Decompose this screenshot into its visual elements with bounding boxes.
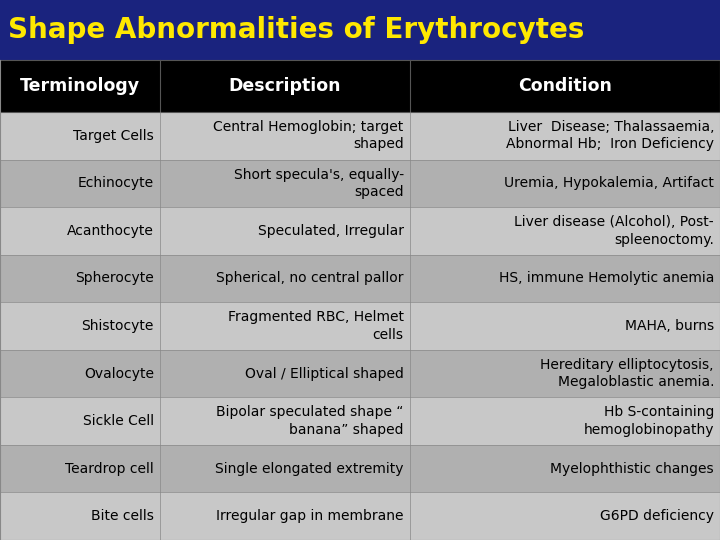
Text: Teardrop cell: Teardrop cell — [65, 462, 154, 476]
Bar — [0, 207, 160, 255]
Text: Liver  Disease; Thalassaemia,
Abnormal Hb;  Iron Deficiency: Liver Disease; Thalassaemia, Abnormal Hb… — [506, 120, 714, 151]
Text: HS, immune Hemolytic anemia: HS, immune Hemolytic anemia — [499, 272, 714, 286]
Bar — [160, 492, 410, 540]
Bar — [0, 445, 160, 492]
Bar — [0, 302, 160, 350]
Bar — [0, 255, 160, 302]
Text: Spherocyte: Spherocyte — [75, 272, 154, 286]
Text: Acanthocyte: Acanthocyte — [67, 224, 154, 238]
Bar — [410, 255, 720, 302]
Bar — [410, 60, 720, 112]
Bar — [160, 397, 410, 445]
Text: Echinocyte: Echinocyte — [78, 177, 154, 190]
Text: Description: Description — [228, 77, 341, 95]
Text: Shape Abnormalities of Erythrocytes: Shape Abnormalities of Erythrocytes — [8, 16, 585, 44]
Bar — [160, 350, 410, 397]
Bar — [410, 350, 720, 397]
Text: Ovalocyte: Ovalocyte — [84, 367, 154, 381]
Text: Condition: Condition — [518, 77, 612, 95]
Bar — [160, 445, 410, 492]
Bar — [160, 302, 410, 350]
Text: Terminology: Terminology — [20, 77, 140, 95]
Text: Bipolar speculated shape “
banana” shaped: Bipolar speculated shape “ banana” shape… — [216, 406, 404, 437]
Bar — [410, 302, 720, 350]
Bar — [0, 0, 720, 60]
Text: Uremia, Hypokalemia, Artifact: Uremia, Hypokalemia, Artifact — [504, 177, 714, 190]
Bar — [0, 492, 160, 540]
Bar — [160, 112, 410, 159]
Text: Oval / Elliptical shaped: Oval / Elliptical shaped — [245, 367, 404, 381]
Bar — [410, 445, 720, 492]
Bar — [410, 397, 720, 445]
Bar — [160, 60, 410, 112]
Bar — [160, 207, 410, 255]
Bar — [160, 159, 410, 207]
Bar — [0, 397, 160, 445]
Bar — [410, 112, 720, 159]
Bar — [0, 159, 160, 207]
Text: Bite cells: Bite cells — [91, 509, 154, 523]
Text: Sickle Cell: Sickle Cell — [83, 414, 154, 428]
Text: MAHA, burns: MAHA, burns — [625, 319, 714, 333]
Bar — [0, 60, 160, 112]
Text: Myelophthistic changes: Myelophthistic changes — [550, 462, 714, 476]
Bar — [410, 207, 720, 255]
Text: Fragmented RBC, Helmet
cells: Fragmented RBC, Helmet cells — [228, 310, 404, 342]
Bar — [410, 492, 720, 540]
Text: Single elongated extremity: Single elongated extremity — [215, 462, 404, 476]
Text: Spherical, no central pallor: Spherical, no central pallor — [216, 272, 404, 286]
Text: Hb S-containing
hemoglobinopathy: Hb S-containing hemoglobinopathy — [583, 406, 714, 437]
Text: G6PD deficiency: G6PD deficiency — [600, 509, 714, 523]
Text: Short specula's, equally-
spaced: Short specula's, equally- spaced — [233, 168, 404, 199]
Text: Liver disease (Alcohol), Post-
spleenoctomy.: Liver disease (Alcohol), Post- spleenoct… — [514, 215, 714, 247]
Bar — [160, 255, 410, 302]
Text: Hereditary elliptocytosis,
Megaloblastic anemia.: Hereditary elliptocytosis, Megaloblastic… — [541, 358, 714, 389]
Text: Central Hemoglobin; target
shaped: Central Hemoglobin; target shaped — [213, 120, 404, 151]
Text: Speculated, Irregular: Speculated, Irregular — [258, 224, 404, 238]
Text: Target Cells: Target Cells — [73, 129, 154, 143]
Text: Shistocyte: Shistocyte — [81, 319, 154, 333]
Text: Irregular gap in membrane: Irregular gap in membrane — [216, 509, 404, 523]
Bar — [410, 159, 720, 207]
Bar — [0, 350, 160, 397]
Bar — [0, 112, 160, 159]
